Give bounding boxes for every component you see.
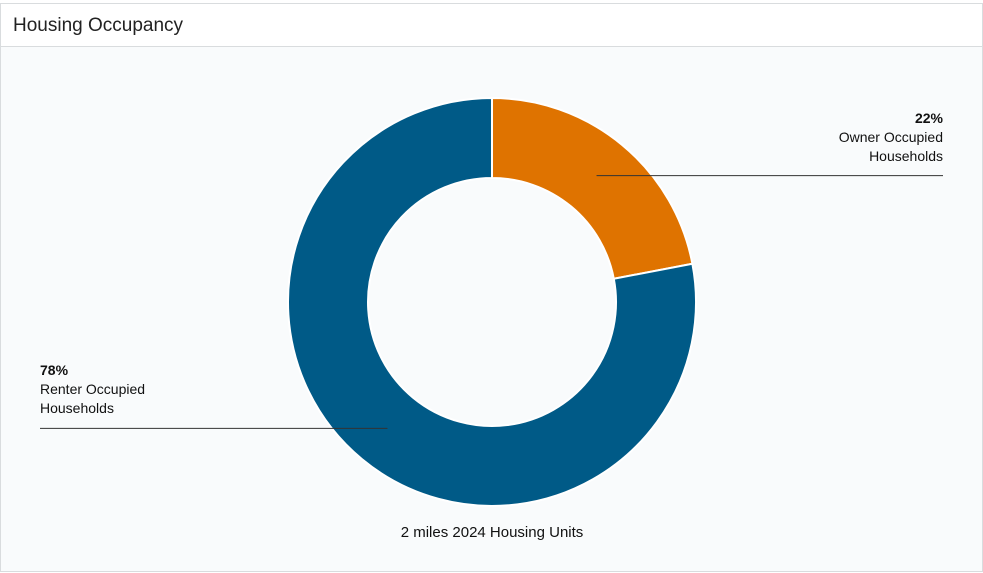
slice-label: 78% Renter Occupied Households xyxy=(40,361,170,418)
value-label: 22% xyxy=(914,109,943,126)
value-label: 78% xyxy=(40,362,69,379)
chart-caption: 2 miles 2024 Housing Units xyxy=(400,524,584,541)
panel-header: Housing Occupancy xyxy=(1,4,982,47)
category-label: Renter Occupied Households xyxy=(40,381,146,417)
category-label: Owner Occupied Households xyxy=(838,128,943,164)
slice-label: 22% Owner Occupied Households xyxy=(813,109,943,166)
chart-title: Housing Occupancy xyxy=(13,15,184,36)
slice xyxy=(491,96,694,280)
slice xyxy=(287,96,697,507)
